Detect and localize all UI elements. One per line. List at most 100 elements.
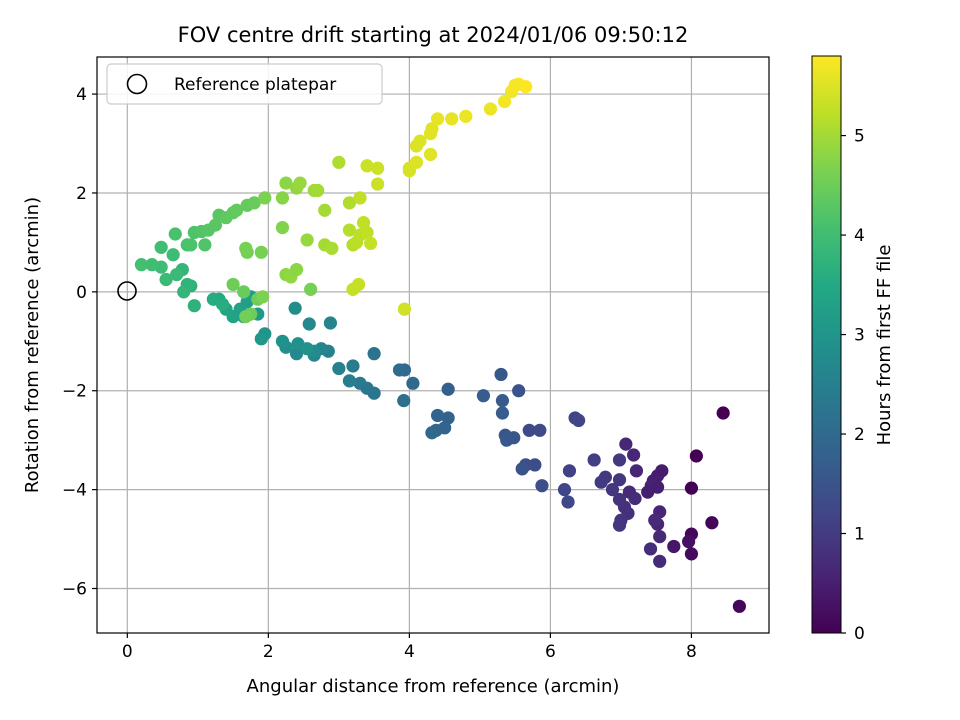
scatter-point: [612, 453, 627, 467]
scatter-point: [289, 347, 304, 361]
scatter-point: [254, 332, 268, 346]
scatter-point: [483, 102, 498, 116]
y-tick-label: −2: [62, 382, 87, 402]
scatter-point: [392, 363, 407, 377]
scatter-point: [318, 203, 332, 217]
scatter-point: [311, 183, 325, 198]
scatter-point: [226, 277, 240, 292]
scatter-point: [497, 94, 512, 109]
scatter-point: [500, 433, 514, 447]
colorbar-gradient: [811, 55, 842, 634]
legend-box: [106, 63, 383, 105]
scatter-point: [409, 155, 424, 169]
scatter-point: [304, 282, 318, 296]
y-tick-label: −6: [62, 580, 87, 600]
y-tick-label: 2: [76, 184, 87, 204]
scatter-point: [682, 534, 696, 549]
scatter-point: [641, 485, 655, 499]
scatter-point: [612, 518, 627, 532]
x-tick-label: 8: [686, 642, 697, 662]
scatter-point: [154, 240, 168, 254]
reference-platepar-marker: [117, 281, 137, 301]
scatter-point: [557, 483, 572, 497]
scatter-point: [300, 342, 314, 356]
colorbar: 0 1 2 3 4 5 Hours from first FF file: [811, 55, 895, 644]
scatter-point: [332, 155, 346, 169]
scatter-point: [256, 290, 270, 304]
scatter-point: [275, 334, 290, 348]
scatter-point: [605, 483, 620, 497]
scatter-point: [561, 495, 575, 509]
y-ticks: −6 −4 −2 0 2 4: [62, 85, 97, 600]
scatter-point: [346, 282, 360, 296]
scatter-point: [562, 464, 577, 478]
y-tick-label: −4: [62, 481, 87, 501]
scatter-point: [166, 248, 180, 262]
scatter-point: [667, 539, 681, 554]
scatter-point: [363, 236, 378, 250]
scatter-point: [430, 408, 445, 423]
scatter-point: [215, 297, 230, 311]
scatter-point: [629, 464, 644, 478]
scatter-point: [732, 599, 746, 613]
scatter-point: [279, 176, 293, 190]
x-ticks: 0 2 4 6 8: [122, 633, 697, 662]
scatter-point: [300, 233, 314, 247]
scatter-point: [406, 376, 420, 390]
colorbar-tick-label: 2: [854, 425, 865, 445]
scatter-point: [522, 423, 536, 437]
scatter-point: [397, 394, 411, 408]
scatter-point: [353, 191, 367, 205]
scatter-point: [145, 258, 159, 272]
scatter-point: [535, 479, 549, 493]
scatter-point: [367, 347, 381, 361]
scatter-point: [495, 394, 510, 408]
scatter-point: [170, 267, 184, 282]
y-tick-label: 4: [76, 85, 87, 105]
scatter-point: [353, 376, 367, 390]
scatter-point: [423, 147, 438, 162]
points-layer: [134, 77, 746, 613]
x-axis-label: Angular distance from reference (arcmin): [247, 676, 620, 697]
scatter-point: [705, 516, 719, 530]
scatter-point: [323, 316, 338, 330]
scatter-point: [684, 481, 699, 495]
scatter-point: [230, 203, 244, 217]
scatter-point: [627, 448, 641, 462]
scatter-point: [515, 462, 529, 476]
scatter-point: [628, 491, 642, 506]
scatter-point: [533, 423, 547, 437]
colorbar-tick-label: 1: [854, 525, 865, 545]
scatter-point: [239, 241, 253, 255]
scatter-point: [346, 359, 360, 373]
x-tick-label: 2: [263, 642, 274, 662]
scatter-point: [643, 542, 658, 556]
plot-frame: [96, 56, 770, 634]
scatter-point: [689, 449, 703, 463]
chart-title: FOV centre drift starting at 2024/01/06 …: [178, 23, 689, 47]
scatter-point: [332, 361, 346, 376]
legend: Reference platepar: [106, 63, 383, 105]
scatter-point: [650, 480, 665, 494]
scatter-point: [325, 241, 339, 255]
colorbar-tick-label: 0: [854, 624, 865, 644]
scatter-point: [684, 547, 699, 561]
scatter-point: [184, 238, 198, 252]
scatter-point: [239, 309, 253, 324]
scatter-point: [425, 426, 439, 440]
colorbar-tick-label: 3: [854, 326, 865, 346]
scatter-point: [293, 176, 307, 190]
scatter-point: [612, 473, 627, 487]
scatter-point: [371, 161, 385, 175]
scatter-point: [302, 317, 316, 331]
scatter-point: [512, 384, 526, 398]
colorbar-ticks: 0 1 2 3 4 5: [841, 127, 865, 644]
scatter-point: [528, 458, 542, 472]
x-tick-label: 4: [404, 642, 415, 662]
x-tick-label: 0: [122, 642, 133, 662]
scatter-point: [177, 285, 191, 299]
scatter-point: [653, 554, 667, 568]
scatter-point: [247, 196, 261, 210]
scatter-point: [159, 272, 173, 287]
